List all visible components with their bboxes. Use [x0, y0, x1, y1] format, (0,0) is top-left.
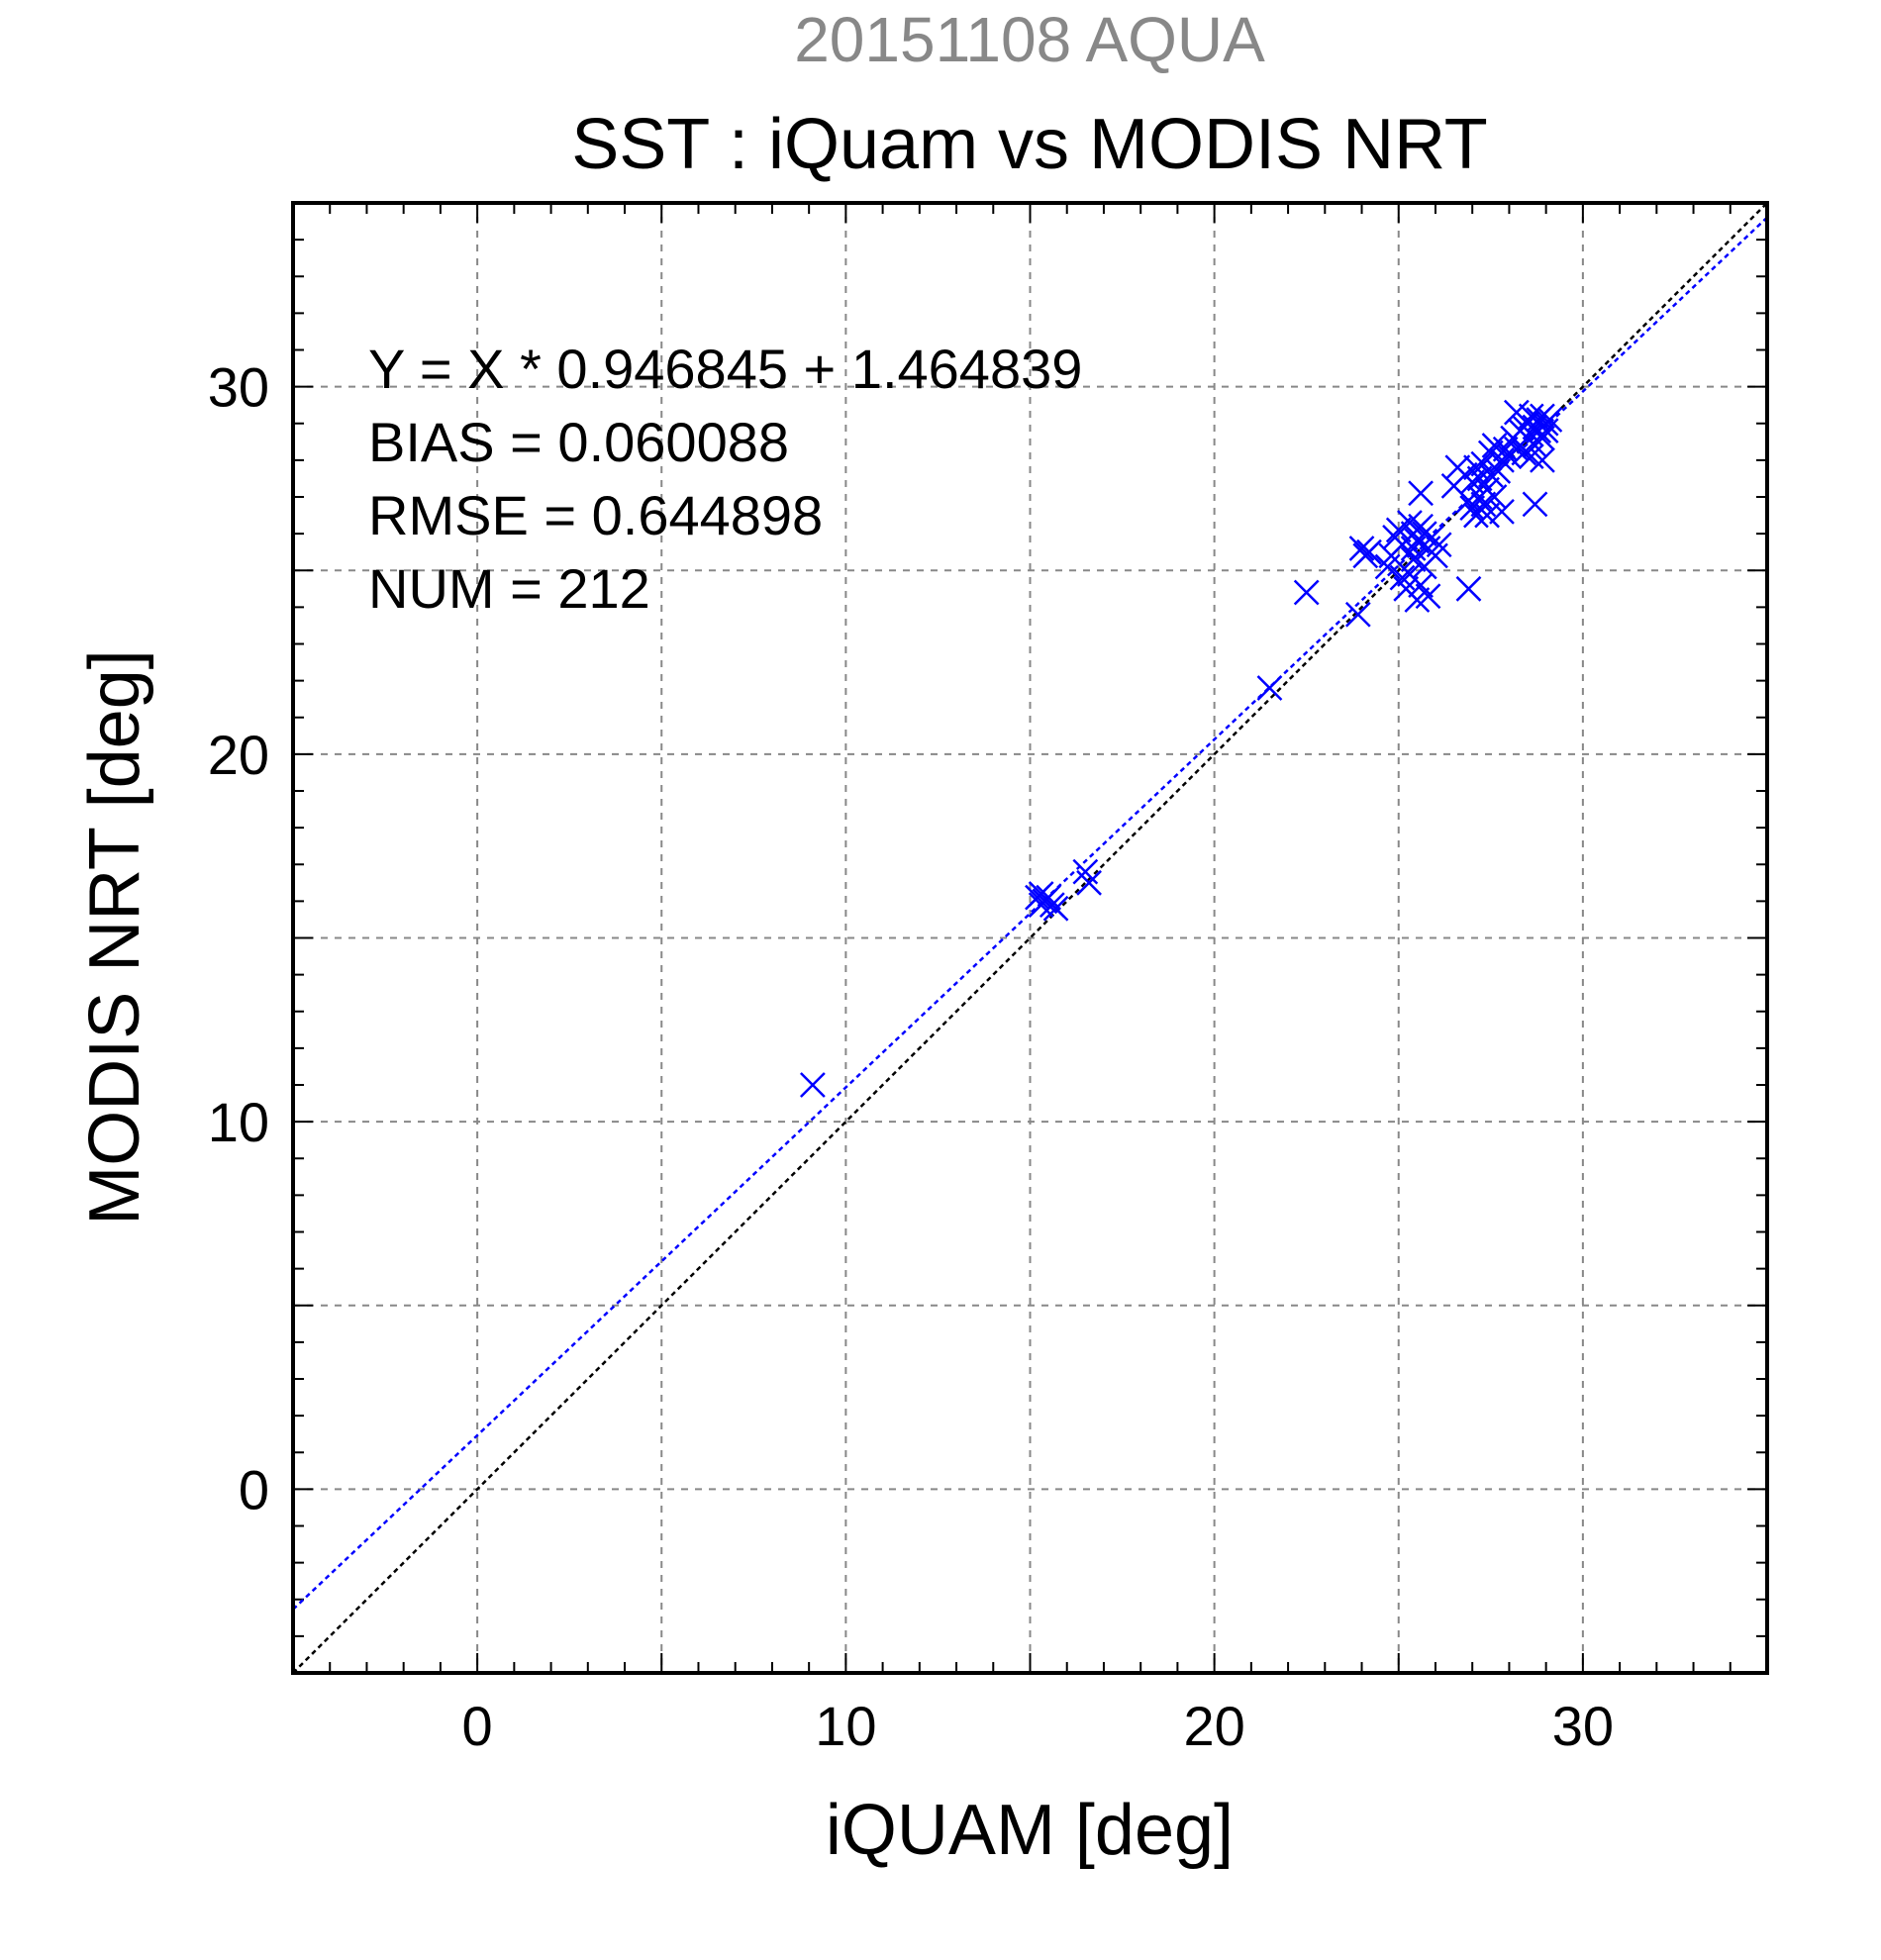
data-point [1503, 399, 1530, 426]
data-point [1256, 675, 1283, 701]
data-point [1348, 536, 1375, 561]
data-point [1400, 536, 1427, 561]
data-point [1511, 440, 1537, 466]
data-point [1455, 575, 1482, 602]
x-tick-label: 20 [1183, 1695, 1244, 1757]
tick-labels: 0 10 20 30 0 10 20 30 [208, 356, 1614, 1757]
data-point [1536, 407, 1563, 433]
chart-subtitle: 20151108 AQUA [794, 4, 1265, 75]
grid-lines [293, 203, 1767, 1673]
data-point [1411, 521, 1437, 547]
y-tick-label: 0 [239, 1458, 269, 1520]
x-tick-label: 10 [815, 1695, 876, 1757]
data-point [1344, 601, 1371, 628]
data-point [1385, 517, 1412, 543]
annotation-regression: Y = X * 0.946845 + 1.464839 [368, 338, 1082, 400]
plot-frame [291, 201, 1769, 1675]
data-point [1489, 498, 1515, 525]
data-point [1408, 480, 1434, 507]
x-tick-label: 0 [462, 1695, 493, 1757]
data-point [1474, 502, 1500, 529]
annotation-rmse: RMSE = 0.644898 [368, 484, 823, 546]
x-axis-label: iQUAM [deg] [826, 1791, 1234, 1870]
data-point [1481, 484, 1508, 510]
data-point [1028, 881, 1054, 907]
data-point [1293, 579, 1320, 606]
x-tick-label: 30 [1552, 1695, 1614, 1757]
annotation-num: NUM = 212 [368, 557, 650, 620]
data-point [1522, 491, 1548, 518]
data-point [1477, 440, 1504, 466]
data-point [1530, 403, 1555, 430]
data-point [1530, 425, 1555, 451]
data-point [1356, 539, 1382, 565]
data-point [1408, 572, 1434, 598]
annotation-bias: BIAS = 0.060088 [368, 411, 789, 473]
data-point [1036, 884, 1061, 911]
y-tick-label: 20 [208, 724, 269, 786]
y-tick-label: 10 [208, 1091, 269, 1153]
data-point [1426, 532, 1452, 558]
data-points [799, 399, 1563, 1098]
data-point [1530, 446, 1555, 473]
data-point [1459, 469, 1486, 496]
data-point [1415, 583, 1441, 610]
data-point [1076, 869, 1102, 896]
y-tick-label: 30 [208, 356, 269, 419]
y-axis-label: MODIS NRT [deg] [75, 649, 154, 1225]
chart-title: SST : iQuam vs MODIS NRT [571, 105, 1488, 184]
stats-annotations: Y = X * 0.946845 + 1.464839 BIAS = 0.060… [368, 338, 1082, 620]
data-point [799, 1072, 826, 1098]
